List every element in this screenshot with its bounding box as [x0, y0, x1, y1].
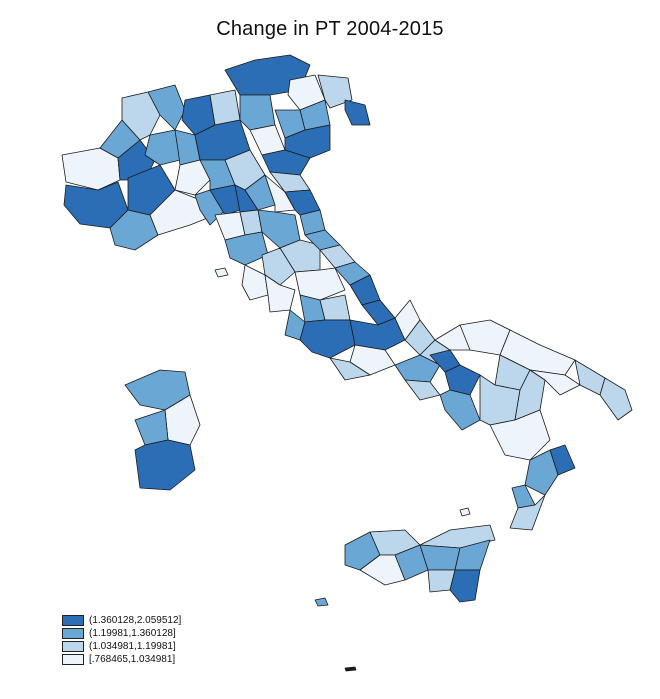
- legend-item: (1.034981,1.19981]: [62, 640, 262, 653]
- region-naples: [404, 379, 441, 401]
- legend-swatch: [62, 628, 84, 639]
- region-taranto: [529, 369, 581, 396]
- region-lampedusa: [344, 666, 357, 672]
- region-como: [147, 84, 186, 131]
- region-reggio-calabria: [509, 494, 546, 531]
- region-elba: [214, 267, 229, 278]
- legend-item: (1.360128,2.059512]: [62, 614, 262, 627]
- region-rieti: [319, 294, 351, 321]
- region-rome: [299, 319, 356, 359]
- region-bologna: [264, 174, 296, 213]
- region-frosinone: [349, 344, 396, 376]
- region-vicenza: [249, 124, 286, 156]
- region-pantelleria: [314, 597, 329, 607]
- region-matera: [514, 369, 546, 421]
- legend-swatch: [62, 641, 84, 652]
- region-catanzaro: [524, 449, 559, 496]
- legend-label: [.768465,1.034981]: [89, 654, 176, 665]
- region-avellino: [444, 364, 481, 396]
- region-livorno: [241, 264, 269, 301]
- map-legend: (1.360128,2.059512] (1.19981,1.360128] (…: [62, 614, 262, 666]
- region-alessandria: [144, 129, 181, 166]
- region-bergamo: [209, 89, 241, 126]
- map-title: Change in PT 2004-2015: [216, 18, 444, 40]
- region-perugia: [294, 267, 346, 301]
- region-cosenza: [489, 409, 551, 461]
- region-brindisi: [574, 359, 606, 396]
- region-trieste: [344, 99, 371, 126]
- region-oristano: [134, 409, 169, 446]
- region-padua: [261, 149, 311, 176]
- region-salerno: [439, 389, 481, 431]
- legend-label: (1.034981,1.19981]: [89, 641, 176, 652]
- region-udine: [317, 74, 353, 109]
- legend-label: (1.360128,2.059512]: [89, 615, 182, 626]
- region-cagliari: [134, 439, 196, 491]
- region-caserta: [394, 354, 441, 383]
- region-pavia: [174, 159, 211, 196]
- legend-swatch: [62, 654, 84, 665]
- region-siena: [261, 247, 296, 286]
- legend-label: (1.19981,1.360128]: [89, 628, 176, 639]
- region-lecce: [599, 377, 633, 421]
- region-siracusa: [449, 569, 481, 603]
- region-trento: [239, 94, 276, 131]
- region-latina: [329, 357, 371, 381]
- legend-item: [.768465,1.034981]: [62, 653, 262, 666]
- region-lipari: [459, 507, 471, 517]
- legend-item: (1.19981,1.360128]: [62, 627, 262, 640]
- legend-swatch: [62, 615, 84, 626]
